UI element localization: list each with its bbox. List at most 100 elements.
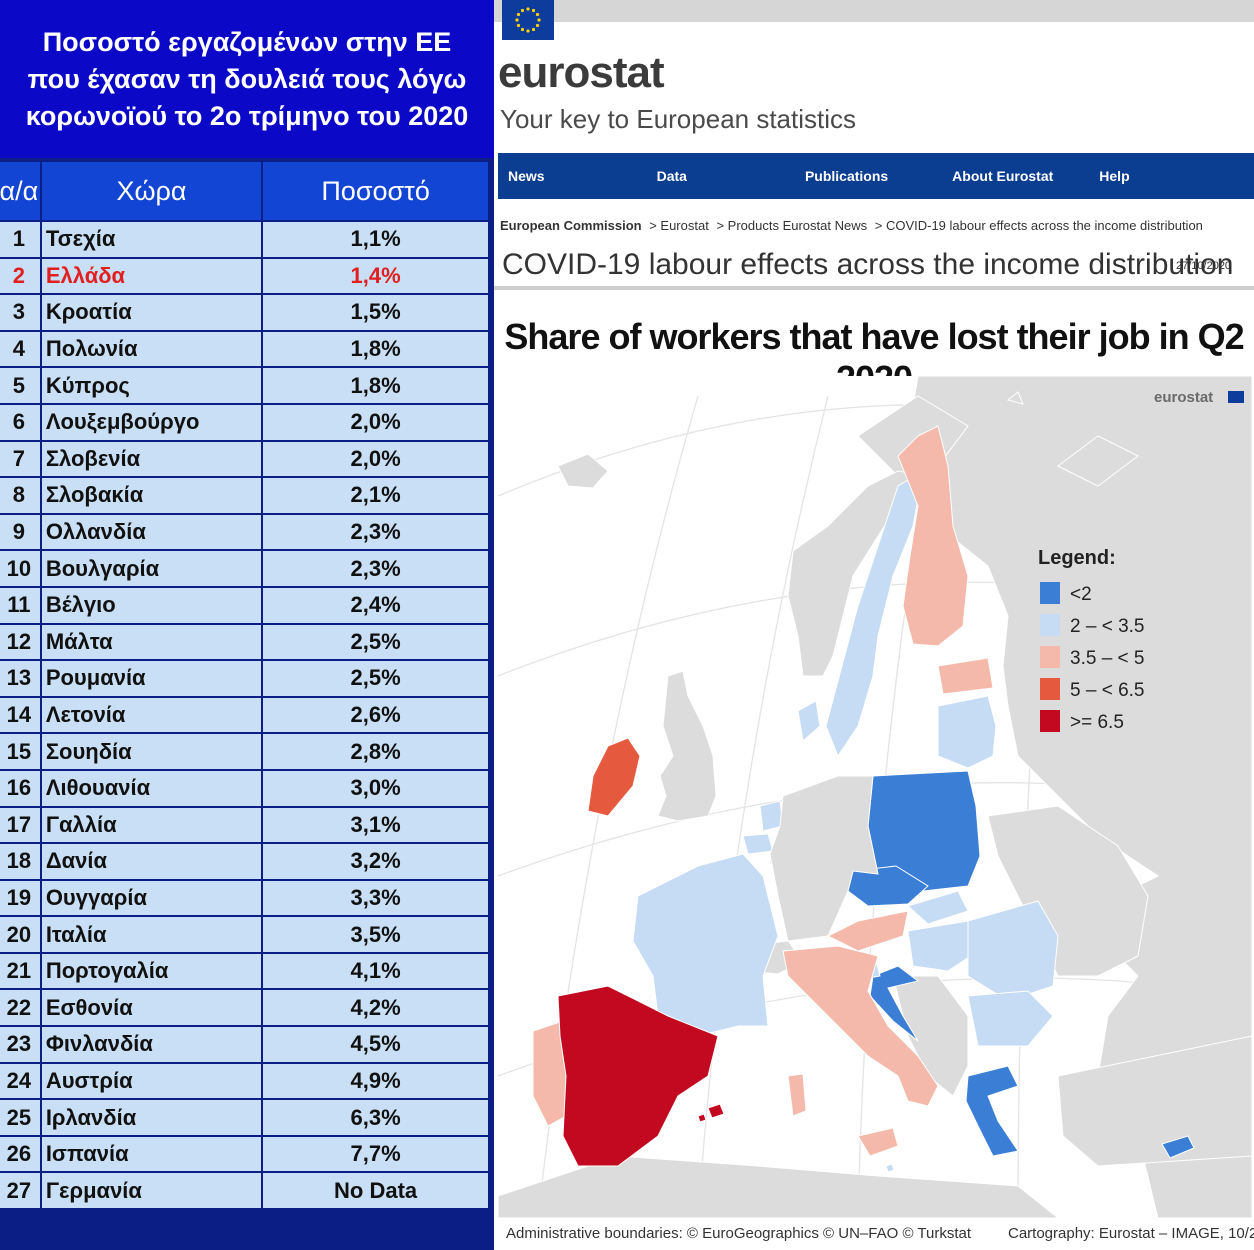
table-row: 22 Εσθονία 4,2% (0, 988, 490, 1028)
nav-about-eurostat[interactable]: About Eurostat (952, 168, 1054, 184)
austria-region (826, 910, 909, 952)
croatia-region (869, 965, 920, 1042)
rank-cell: 21 (0, 951, 42, 991)
table-row: 26 Ισπανία 7,7% (0, 1134, 490, 1174)
rank-cell: 18 (0, 842, 42, 881)
legend-label-4: 5 – < 6.5 (1070, 680, 1144, 701)
main-nav: News Data Publications About Eurostat He… (498, 153, 1254, 199)
legend-swatch-3 (1040, 646, 1060, 668)
table-row: 13 Ρουμανία 2,5% (0, 659, 490, 698)
percentage-cell: 1,5% (261, 293, 490, 332)
cyprus-region (1161, 1135, 1195, 1159)
country-cell: Γερμανία (39, 1171, 264, 1211)
percentage-cell: 2,5% (261, 659, 490, 698)
flag-star-icon (535, 12, 540, 17)
country-cell: Ελλάδα (39, 256, 264, 296)
nav-help[interactable]: Help (1099, 168, 1130, 184)
rank-cell: 10 (0, 549, 42, 588)
country-cell: Δανία (39, 842, 264, 881)
sicily-region (857, 1127, 899, 1157)
table-row: 1 Τσεχία 1,1% (0, 220, 490, 259)
flag-star-icon (535, 23, 540, 28)
rank-cell: 24 (0, 1061, 42, 1101)
country-cell: Εσθονία (39, 988, 264, 1028)
table-row: 11 Βέλγιο 2,4% (0, 585, 490, 625)
spain-region (557, 985, 719, 1167)
percentage-cell: 7,7% (261, 1134, 490, 1174)
percentage-cell: 4,9% (261, 1061, 490, 1101)
legend-swatch-5 (1040, 710, 1060, 732)
rank-cell: 1 (0, 220, 42, 259)
flag-star-icon (516, 12, 521, 17)
country-cell: Σουηδία (39, 732, 264, 771)
percentage-cell: 2,0% (261, 402, 490, 442)
header-country: Χώρα (39, 160, 264, 222)
legend-swatch-1 (1040, 582, 1060, 604)
estonia-region (937, 657, 994, 695)
map-credits-boundaries: Administrative boundaries: © EuroGeograp… (506, 1225, 972, 1242)
nav-data[interactable]: Data (656, 168, 687, 184)
percentage-cell: 2,1% (261, 476, 490, 515)
germany-region (769, 775, 879, 942)
rank-cell: 27 (0, 1171, 42, 1211)
rank-cell: 9 (0, 512, 42, 552)
percentage-cell: 2,3% (261, 549, 490, 588)
countries-2-to-3-5 (632, 470, 1059, 1173)
country-cell: Φινλανδία (39, 1025, 264, 1064)
rank-cell: 15 (0, 732, 42, 771)
rank-cell: 25 (0, 1098, 42, 1137)
eu-flag-logo[interactable] (502, 0, 554, 40)
country-cell: Βέλγιο (39, 585, 264, 625)
breadcrumb-european-commission[interactable]: European Commission (500, 218, 642, 233)
map-legend: Legend: <2 2 – < 3.5 3.5 – < 5 5 – < 6.5… (1038, 547, 1144, 733)
table-row: 23 Φινλανδία 4,5% (0, 1025, 490, 1064)
country-cell: Ισπανία (39, 1134, 264, 1174)
article-date: 27/10/2020 (1176, 260, 1232, 272)
italy-region (782, 945, 939, 1107)
countries-over-6-5 (557, 985, 725, 1167)
table-row: 25 Ιρλανδία 6,3% (0, 1098, 490, 1137)
breadcrumb-products-news[interactable]: > Products Eurostat News (716, 218, 868, 233)
table-row: 10 Βουλγαρία 2,3% (0, 549, 490, 588)
baltics-region (937, 695, 997, 769)
country-cell: Πορτογαλία (39, 951, 264, 991)
nav-news[interactable]: News (508, 168, 545, 184)
title-line-1: Ποσοστό εργαζομένων στην ΕΕ (42, 26, 452, 57)
legend-label-5: >= 6.5 (1070, 712, 1124, 733)
rank-cell: 8 (0, 476, 42, 515)
legend-swatch-4 (1040, 678, 1060, 700)
flag-star-icon (516, 23, 521, 28)
rank-cell: 23 (0, 1025, 42, 1064)
watermark-flag-icon (1228, 391, 1244, 403)
country-cell: Γαλλία (39, 805, 264, 845)
ireland-region (587, 737, 641, 817)
sardinia-region (787, 1073, 807, 1117)
percentage-cell: 1,8% (261, 366, 490, 405)
country-cell: Σλοβακία (39, 476, 264, 515)
countries-3-5-to-5 (532, 425, 994, 1157)
rank-cell: 3 (0, 293, 42, 332)
country-cell: Ιταλία (39, 915, 264, 954)
sweden-region (825, 470, 924, 758)
top-bar (494, 0, 1254, 22)
article-title: COVID-19 labour effects across the incom… (502, 248, 1234, 281)
ranking-table: α/α Χώρα Ποσοστό 1 Τσεχία 1,1% 2 Ελλάδα 1,4% 3… (0, 160, 490, 1211)
rank-cell: 7 (0, 439, 42, 479)
table-row: 9 Ολλανδία 2,3% (0, 512, 490, 552)
country-cell: Κροατία (39, 293, 264, 332)
rank-cell: 2 (0, 256, 42, 296)
breadcrumb-eurostat[interactable]: > Eurostat (649, 218, 709, 233)
percentage-cell: 3,1% (261, 805, 490, 845)
flag-star-icon (531, 27, 536, 32)
rank-cell: 17 (0, 805, 42, 845)
header-percentage: Ποσοστό (261, 160, 490, 222)
table-row: 27 Γερμανία No Data (0, 1171, 490, 1211)
percentage-cell: 3,0% (261, 768, 490, 808)
table-row: 4 Πολωνία 1,8% (0, 329, 490, 369)
eurostat-logo[interactable]: eurostat (498, 48, 665, 97)
percentage-cell: 2,6% (261, 695, 490, 735)
percentage-cell: 3,3% (261, 878, 490, 918)
nav-publications[interactable]: Publications (804, 168, 889, 184)
country-cell: Πολωνία (39, 329, 264, 369)
legend-label-3: 3.5 – < 5 (1070, 648, 1144, 669)
